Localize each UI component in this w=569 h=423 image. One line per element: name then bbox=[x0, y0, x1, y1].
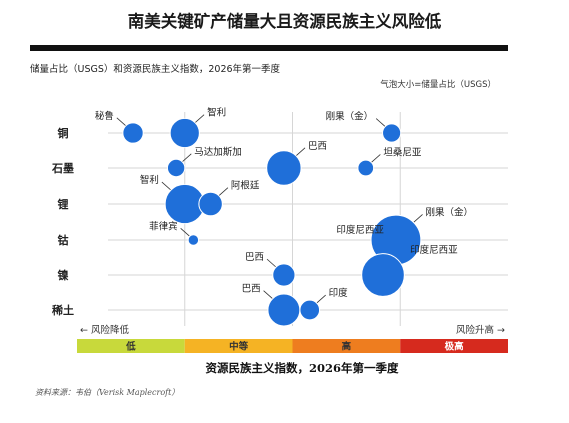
leader-line bbox=[413, 214, 423, 223]
bubble-label: 智利 bbox=[207, 107, 226, 119]
bubble-12 bbox=[361, 253, 405, 297]
category-label: 铜 bbox=[57, 126, 69, 140]
category-label: 稀土 bbox=[52, 303, 74, 317]
bubble-label: 刚果（金） bbox=[326, 111, 374, 123]
bubble-label: 巴西 bbox=[245, 252, 264, 263]
leader-line bbox=[316, 294, 326, 304]
leader-line bbox=[218, 187, 229, 196]
risk-segment bbox=[77, 339, 185, 353]
risk-lower-label: ← 风险降低 bbox=[80, 324, 129, 336]
leader-line bbox=[266, 258, 277, 268]
source-note: 资料来源：韦伯（Verisk Maplecroft） bbox=[35, 388, 179, 397]
bubble-1 bbox=[169, 117, 200, 149]
title-underline-bar bbox=[30, 45, 508, 51]
bubble-labels: 秘鲁 智利 刚果（金）马达加斯加巴西坦桑尼亚智利阿根廷刚果（金）印度尼西亚菲律宾巴西… bbox=[95, 107, 473, 299]
bubble-label: 巴西 bbox=[308, 141, 327, 152]
risk-scale-bar: 低 中等 高 极高 bbox=[77, 339, 508, 353]
risk-segment-label: 极高 bbox=[445, 341, 465, 353]
bubble-13 bbox=[267, 293, 301, 327]
bubble-label: 印度尼西亚 bbox=[410, 244, 458, 256]
bubble-2 bbox=[382, 123, 402, 143]
risk-segment bbox=[184, 339, 293, 353]
risk-segment bbox=[292, 339, 401, 353]
risk-segment-label: 低 bbox=[125, 341, 136, 353]
bubble-label: 秘鲁 bbox=[95, 110, 114, 122]
bubble-5 bbox=[357, 159, 375, 177]
chart-subtitle: 储量占比（USGS）和资源民族主义指数，2026年第一季度 bbox=[30, 63, 281, 75]
bubble-label: 印度尼西亚 bbox=[336, 224, 384, 236]
leader-line bbox=[116, 117, 127, 127]
x-axis-title: 资源民族主义指数，2026年第一季度 bbox=[205, 361, 399, 375]
category-label: 钴 bbox=[58, 233, 69, 247]
leader-line bbox=[371, 154, 381, 163]
risk-higher-label: 风险升高 → bbox=[456, 324, 505, 336]
leader-line bbox=[182, 153, 192, 163]
leader-line bbox=[194, 114, 205, 123]
bubble-label: 智利 bbox=[140, 174, 159, 186]
category-label: 石墨 bbox=[51, 162, 74, 175]
bubble-0 bbox=[122, 122, 144, 144]
category-label: 锂 bbox=[58, 197, 69, 211]
leader-line bbox=[295, 147, 306, 157]
bubble-label: 巴西 bbox=[242, 284, 261, 295]
bubble-14 bbox=[299, 299, 321, 321]
leader-lines bbox=[116, 114, 423, 304]
leader-line bbox=[161, 181, 172, 191]
bubble-label: 阿根廷 bbox=[231, 180, 260, 192]
risk-segment-label: 高 bbox=[342, 341, 352, 353]
leader-line bbox=[180, 227, 190, 237]
chart-title: 南美关键矿产储量大且资源民族主义风险低 bbox=[127, 12, 442, 31]
bubble-label: 印度 bbox=[329, 287, 349, 299]
bubble-11 bbox=[272, 263, 296, 287]
bubble-layer bbox=[122, 117, 422, 327]
bubble-7 bbox=[198, 191, 223, 217]
bubble-label: 刚果（金） bbox=[426, 206, 474, 218]
bubble-4 bbox=[266, 150, 302, 186]
leader-line bbox=[263, 290, 273, 300]
bubble-label: 菲律宾 bbox=[149, 220, 178, 232]
bubble-10 bbox=[187, 234, 200, 246]
risk-segment bbox=[400, 339, 508, 353]
risk-segment-label: 中等 bbox=[229, 341, 249, 353]
category-label: 镍 bbox=[58, 268, 69, 282]
bubble-size-note: 气泡大小=储量占比（USGS） bbox=[380, 79, 496, 90]
bubble-3 bbox=[166, 158, 186, 178]
leader-line bbox=[375, 118, 386, 127]
bubble-label: 马达加斯加 bbox=[194, 146, 242, 158]
bubble-label: 坦桑尼亚 bbox=[383, 147, 422, 158]
